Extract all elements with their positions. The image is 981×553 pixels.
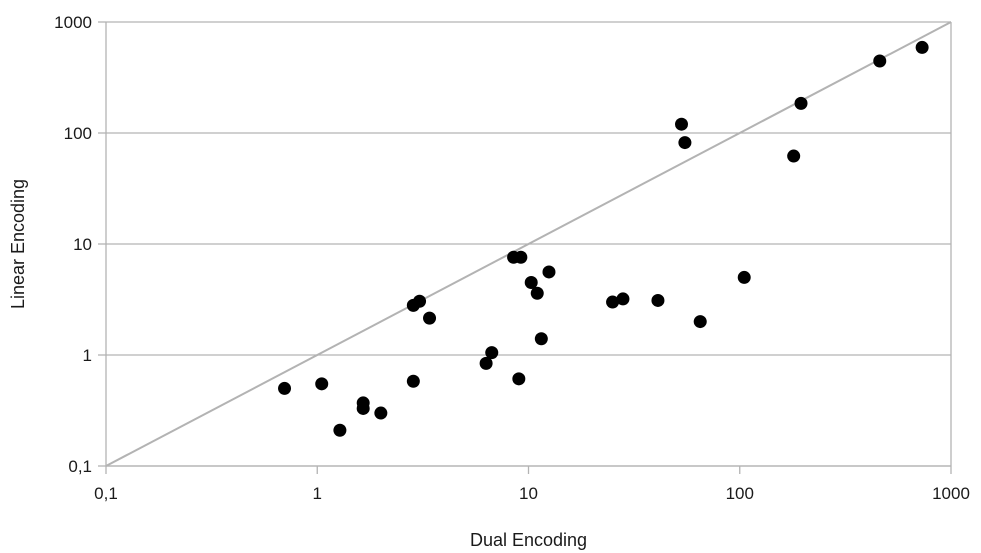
data-point bbox=[485, 346, 499, 360]
x-tick-label: 1 bbox=[313, 484, 322, 503]
data-point bbox=[479, 356, 493, 370]
data-points bbox=[278, 40, 929, 437]
data-point bbox=[794, 96, 808, 110]
data-point bbox=[406, 374, 420, 388]
data-point bbox=[514, 250, 528, 264]
y-axis-title: Linear Encoding bbox=[8, 179, 28, 309]
data-point bbox=[873, 54, 887, 68]
data-point bbox=[678, 136, 692, 150]
data-point bbox=[915, 40, 929, 54]
data-point bbox=[530, 286, 544, 300]
data-point bbox=[413, 294, 427, 308]
data-point bbox=[651, 293, 665, 307]
y-tick-label: 1 bbox=[83, 346, 92, 365]
y-tick-label: 10 bbox=[73, 235, 92, 254]
y-tick-label: 0,1 bbox=[68, 457, 92, 476]
data-point bbox=[737, 270, 751, 284]
x-axis-title: Dual Encoding bbox=[470, 530, 587, 550]
data-point bbox=[606, 295, 620, 309]
y-tick-label: 1000 bbox=[54, 13, 92, 32]
data-point bbox=[374, 406, 388, 420]
data-point bbox=[693, 315, 707, 329]
data-point bbox=[356, 401, 370, 415]
data-point bbox=[333, 423, 347, 437]
data-point bbox=[423, 311, 437, 325]
data-point bbox=[675, 117, 689, 131]
x-tick-label: 1000 bbox=[932, 484, 970, 503]
axes bbox=[98, 21, 952, 474]
data-point bbox=[524, 275, 538, 289]
data-point bbox=[787, 149, 801, 163]
data-point bbox=[315, 377, 329, 391]
y-tick-label: 100 bbox=[64, 124, 92, 143]
x-tick-label: 0,1 bbox=[94, 484, 118, 503]
x-tick-label: 100 bbox=[726, 484, 754, 503]
data-point bbox=[542, 265, 556, 279]
data-point bbox=[616, 292, 630, 306]
tick-labels: 0,1 1 10 100 1000 0,1 1 10 100 1000 bbox=[54, 13, 970, 503]
data-point bbox=[278, 381, 292, 395]
data-point bbox=[512, 372, 526, 386]
data-point bbox=[534, 332, 548, 346]
reference-line bbox=[105, 21, 952, 467]
reference-line-layer bbox=[105, 21, 952, 467]
x-tick-label: 10 bbox=[519, 484, 538, 503]
